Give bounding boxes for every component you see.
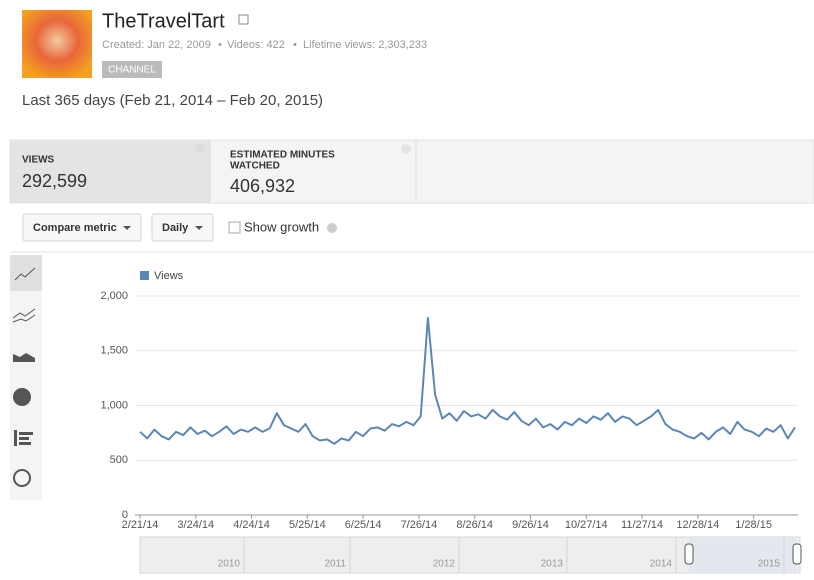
- x-tick-label: 6/25/14: [345, 519, 382, 531]
- metric-label[interactable]: ESTIMATED MINUTES: [230, 150, 335, 161]
- channel-title[interactable]: TheTravelTart: [102, 10, 225, 32]
- icon: [14, 267, 36, 281]
- videos: Videos: 422: [227, 39, 285, 51]
- y-tick-label: 2,000: [100, 290, 128, 302]
- y-tick-label: 500: [110, 454, 128, 466]
- avatar: [22, 10, 92, 78]
- separator: •: [293, 39, 297, 51]
- navigator-year: 2015: [758, 559, 781, 570]
- x-tick-label: 11/27/14: [621, 519, 663, 531]
- metric-card-selected[interactable]: [10, 140, 210, 203]
- compare-button[interactable]: [22, 213, 142, 242]
- x-tick-label: 10/27/14: [565, 519, 608, 531]
- navigator-year: 2010: [218, 559, 241, 570]
- x-tick-label: 2/21/14: [122, 519, 159, 531]
- y-tick-label: 1,000: [100, 399, 128, 411]
- button-text: Compare metric: [33, 222, 117, 234]
- navigator-year: 2013: [541, 559, 564, 570]
- metric-value: 292,599: [22, 171, 87, 191]
- navigator-handle[interactable]: [792, 543, 802, 565]
- button-text: Daily: [162, 222, 189, 234]
- chart-type-line[interactable]: [10, 255, 42, 291]
- x-tick-label: 7/26/14: [401, 519, 438, 531]
- x-tick-label: 9/26/14: [512, 519, 549, 531]
- icon[interactable]: [13, 388, 31, 406]
- badge: [102, 61, 162, 78]
- help-icon[interactable]: [401, 144, 411, 154]
- interval-button[interactable]: [151, 213, 214, 242]
- chart-type-bar: [10, 255, 42, 500]
- legend-swatch: [140, 271, 149, 280]
- caret: [123, 226, 131, 230]
- navigator-year: 2011: [324, 559, 346, 570]
- icon[interactable]: [13, 353, 35, 362]
- x-tick-label: 8/26/14: [456, 519, 493, 531]
- help-icon[interactable]: [327, 223, 337, 233]
- metric-label[interactable]: WATCHED: [230, 161, 280, 172]
- navigator-window[interactable]: [689, 537, 797, 573]
- external-link-icon[interactable]: [238, 14, 249, 25]
- x-tick-label: 3/24/14: [177, 519, 214, 531]
- x-tick-label: 12/28/14: [676, 519, 719, 531]
- x-tick-label: 5/25/14: [289, 519, 326, 531]
- x-tick-label: 4/24/14: [233, 519, 270, 531]
- separator: •: [218, 39, 222, 51]
- navigator-year: 2014: [650, 559, 673, 570]
- icon[interactable]: [12, 308, 36, 323]
- icon[interactable]: [13, 469, 31, 487]
- badge-text: CHANNEL: [108, 65, 156, 76]
- navigator-years: 2010 2011 2012 2013 2014 2015: [218, 537, 785, 573]
- navigator-year: 2012: [433, 559, 456, 570]
- caret: [195, 226, 203, 230]
- x-tick-label: 1/28/15: [735, 519, 772, 531]
- lifetime-views: Lifetime views: 2,303,233: [303, 39, 427, 51]
- created: Created: Jan 22, 2009: [102, 39, 211, 51]
- date-range[interactable]: Last 365 days (Feb 21, 2014 – Feb 20, 20…: [22, 92, 323, 109]
- series-line: [139, 316, 796, 445]
- legend-label: Views: [154, 270, 184, 282]
- y-tick-label: 1,500: [100, 345, 128, 357]
- checkbox-label[interactable]: Show growth: [244, 219, 319, 234]
- checkbox[interactable]: [228, 221, 241, 234]
- y-tick-label: 0: [122, 509, 128, 521]
- navigator-handle[interactable]: [684, 543, 694, 565]
- metric-label: VIEWS: [22, 155, 55, 166]
- icon[interactable]: [14, 430, 33, 446]
- metric-value[interactable]: 406,932: [230, 176, 295, 196]
- help-icon[interactable]: [195, 144, 205, 154]
